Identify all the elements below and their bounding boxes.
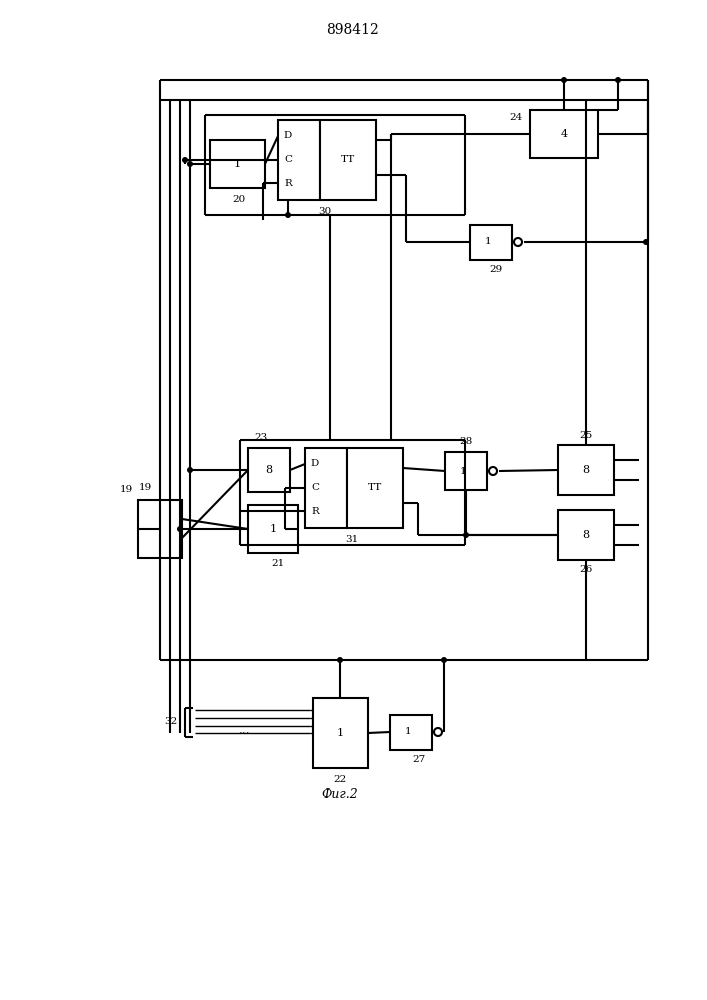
- Text: ...: ...: [239, 724, 251, 736]
- Circle shape: [177, 526, 183, 532]
- Bar: [138, 500, 182, 558]
- Bar: [305, 448, 347, 528]
- Bar: [470, 225, 512, 260]
- Text: C: C: [311, 484, 319, 492]
- Bar: [347, 448, 403, 528]
- Bar: [278, 120, 320, 200]
- Bar: [248, 505, 298, 553]
- Text: 1: 1: [404, 728, 411, 736]
- Text: 1: 1: [233, 159, 240, 169]
- Circle shape: [561, 77, 567, 83]
- Text: 25: 25: [579, 430, 592, 440]
- Text: 1: 1: [460, 466, 467, 476]
- Text: 1: 1: [269, 524, 276, 534]
- Circle shape: [187, 161, 193, 167]
- Circle shape: [615, 77, 621, 83]
- Circle shape: [434, 728, 442, 736]
- Circle shape: [643, 239, 649, 245]
- Bar: [210, 140, 265, 188]
- Text: 1: 1: [337, 728, 344, 738]
- Circle shape: [463, 532, 469, 538]
- Text: R: R: [284, 178, 292, 188]
- Bar: [530, 110, 598, 158]
- Text: 32: 32: [164, 718, 177, 726]
- Text: 20: 20: [233, 196, 245, 205]
- Text: TT: TT: [368, 484, 382, 492]
- Text: 23: 23: [255, 434, 268, 442]
- Text: 30: 30: [318, 208, 332, 217]
- Text: R: R: [311, 506, 319, 516]
- Text: 19: 19: [119, 486, 133, 494]
- Text: C: C: [284, 155, 292, 164]
- Bar: [445, 452, 487, 490]
- Bar: [558, 445, 614, 495]
- Bar: [313, 698, 368, 768]
- Text: TT: TT: [341, 155, 355, 164]
- Text: 26: 26: [579, 566, 592, 574]
- Text: 898412: 898412: [327, 23, 380, 37]
- Circle shape: [441, 657, 447, 663]
- Text: D: D: [284, 131, 292, 140]
- Circle shape: [182, 157, 188, 163]
- Text: 31: 31: [346, 536, 358, 544]
- Text: 19: 19: [139, 484, 151, 492]
- Text: D: D: [311, 460, 319, 468]
- Text: 8: 8: [583, 530, 590, 540]
- Text: 27: 27: [412, 756, 426, 764]
- Circle shape: [514, 238, 522, 246]
- Text: Фиг.2: Фиг.2: [322, 788, 358, 800]
- Text: 4: 4: [561, 129, 568, 139]
- Text: 8: 8: [265, 465, 273, 475]
- Text: 1: 1: [485, 237, 491, 246]
- Bar: [390, 715, 432, 750]
- Text: 28: 28: [460, 438, 472, 446]
- Circle shape: [337, 657, 343, 663]
- Bar: [320, 120, 376, 200]
- Text: 22: 22: [334, 776, 346, 784]
- Text: 29: 29: [489, 265, 503, 274]
- Bar: [558, 510, 614, 560]
- Text: 24: 24: [509, 113, 522, 122]
- Circle shape: [489, 467, 497, 475]
- Circle shape: [187, 467, 193, 473]
- Text: 8: 8: [583, 465, 590, 475]
- Text: 21: 21: [271, 558, 285, 568]
- Bar: [248, 448, 290, 492]
- Circle shape: [285, 212, 291, 218]
